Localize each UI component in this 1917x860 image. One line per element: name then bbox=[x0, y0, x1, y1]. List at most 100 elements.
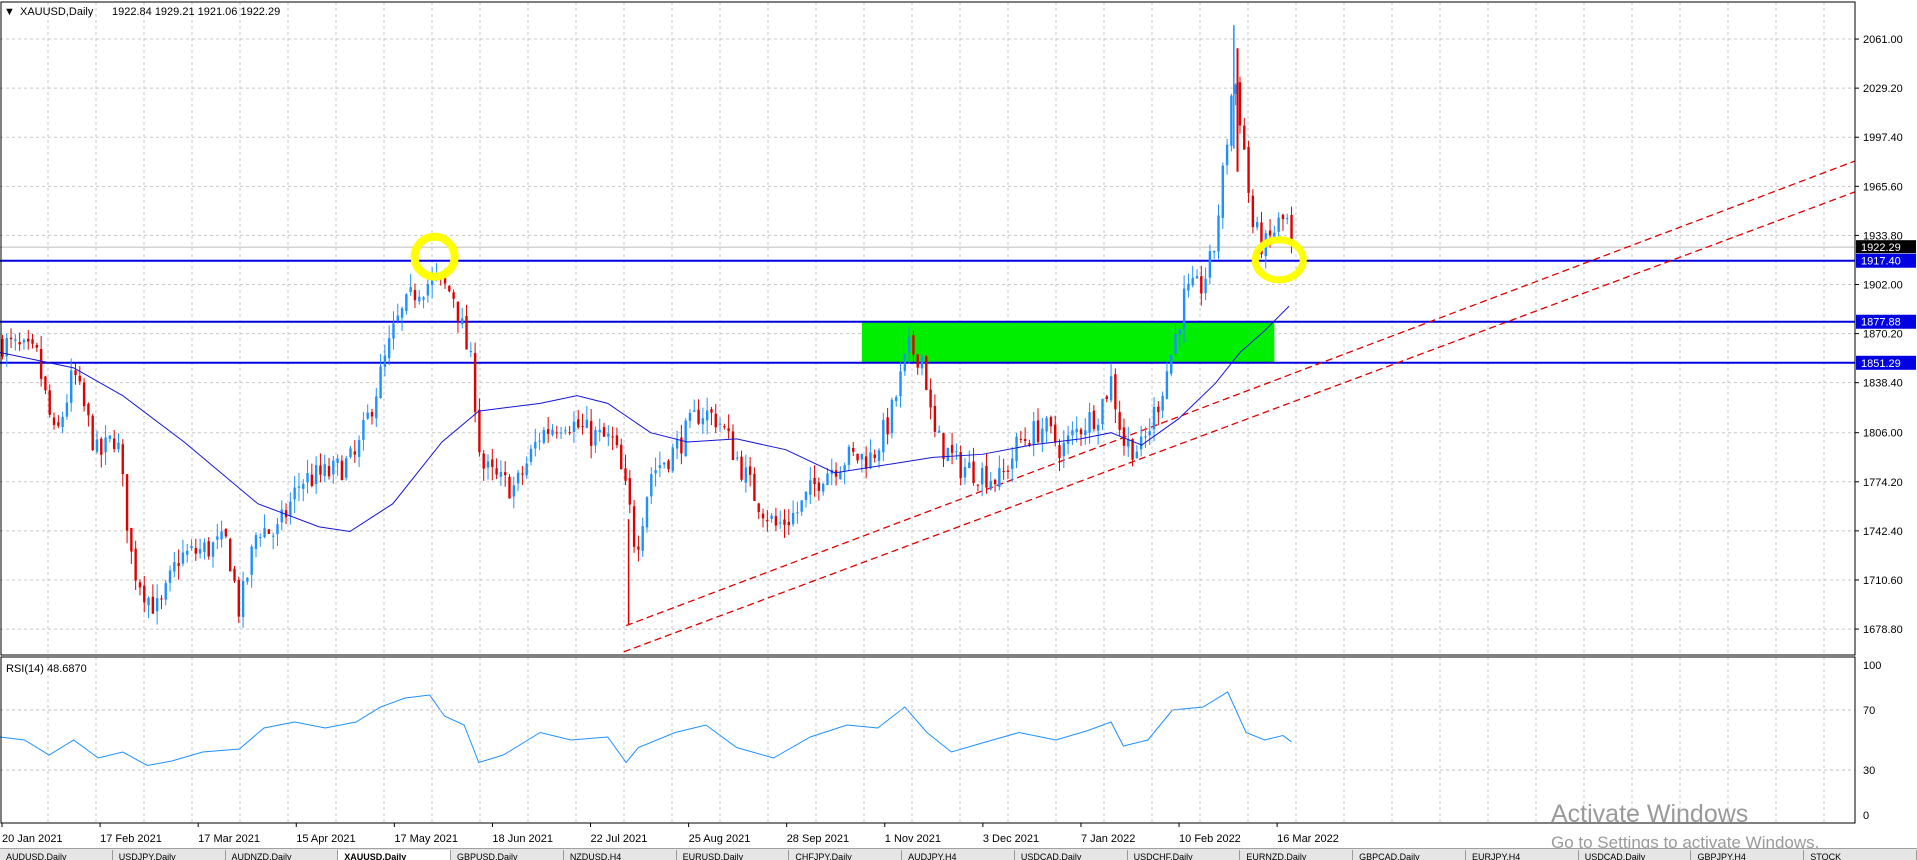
candle-body bbox=[74, 370, 77, 376]
lower-trendline[interactable] bbox=[623, 191, 1856, 653]
candle-body bbox=[620, 444, 623, 470]
candle-body bbox=[1075, 428, 1078, 433]
chart-tab[interactable]: GBPUSD,Daily bbox=[451, 850, 564, 860]
candle-body bbox=[516, 472, 520, 484]
trendlines[interactable] bbox=[623, 160, 1856, 653]
candle-body bbox=[461, 318, 464, 324]
candle-body bbox=[1028, 443, 1031, 447]
chart-tabs-bar: AUDUSD,Daily USDJPY,Daily AUDNZD,Daily XAUU… bbox=[0, 848, 1917, 860]
candle-body bbox=[18, 342, 21, 345]
candle-body bbox=[529, 448, 533, 462]
candle-body bbox=[246, 577, 249, 582]
candle-body bbox=[654, 470, 657, 474]
candle-body bbox=[1225, 144, 1229, 166]
candle-body bbox=[1036, 420, 1040, 442]
candle-body bbox=[486, 461, 490, 468]
chart-tab[interactable]: EURNZD,Daily bbox=[1240, 850, 1354, 860]
candle-body bbox=[912, 335, 915, 355]
candle-body bbox=[465, 315, 468, 350]
candle-body bbox=[1054, 424, 1057, 443]
candle-body bbox=[684, 420, 687, 457]
chart-tab[interactable]: AUDUSD,Daily bbox=[0, 850, 113, 860]
candle-body bbox=[985, 465, 988, 488]
candle-body bbox=[27, 338, 30, 342]
candle-body bbox=[564, 430, 567, 432]
candle-body bbox=[1165, 371, 1169, 399]
candle-body bbox=[250, 546, 253, 575]
chart-tab[interactable]: STOCK bbox=[1804, 850, 1917, 860]
candle-body bbox=[263, 528, 266, 538]
candle-body bbox=[82, 382, 86, 407]
candle-body bbox=[478, 409, 481, 453]
candle-body bbox=[551, 429, 554, 435]
chart-tab[interactable]: USDJPY,Daily bbox=[113, 850, 226, 860]
upper-trendline[interactable] bbox=[625, 160, 1856, 627]
candle-body bbox=[503, 472, 507, 476]
candle-body bbox=[95, 439, 99, 452]
candle-body bbox=[31, 339, 34, 344]
header-dropdown-icon[interactable]: ▼ bbox=[4, 6, 15, 18]
candle-body bbox=[375, 396, 378, 419]
candle-body bbox=[400, 308, 404, 318]
candle-body bbox=[585, 419, 589, 428]
horizontal-levels[interactable]: 1917.40 1877.88 1851.29 1922.29 bbox=[0, 240, 1916, 370]
chart-tab[interactable]: GBPJPY,H4 bbox=[1691, 850, 1805, 860]
candle-body bbox=[1006, 470, 1010, 472]
candle-body bbox=[310, 474, 314, 486]
chart-tab[interactable]: USDCAD,Daily bbox=[1579, 850, 1692, 860]
highlight-circle-top-left bbox=[410, 232, 459, 281]
level-label-box bbox=[1856, 253, 1916, 268]
candle-body bbox=[632, 506, 636, 547]
level-label-box bbox=[1856, 355, 1916, 370]
candle-body bbox=[254, 535, 258, 549]
chart-tab[interactable]: GBPCAD,Daily bbox=[1353, 850, 1466, 860]
candle-body bbox=[942, 433, 945, 459]
candle-body bbox=[937, 430, 941, 433]
candle-body bbox=[1062, 442, 1066, 457]
chart-tab[interactable]: XAUUSD,Daily bbox=[338, 850, 452, 860]
candle-body bbox=[1247, 147, 1250, 193]
candle-body bbox=[899, 371, 902, 397]
support-zone-rect bbox=[861, 321, 1275, 363]
chart-tab[interactable]: EURUSD,Daily bbox=[677, 850, 790, 860]
candle-body bbox=[1268, 230, 1272, 236]
candle-body bbox=[409, 287, 412, 292]
candle-body bbox=[658, 465, 662, 469]
candle-body bbox=[817, 482, 821, 491]
candle-body bbox=[1096, 424, 1100, 431]
time-tick-label: 17 Mar 2021 bbox=[198, 833, 260, 845]
candle-body bbox=[495, 468, 498, 475]
candle-body bbox=[233, 568, 236, 582]
candle-body bbox=[1260, 222, 1263, 255]
candle-body bbox=[14, 339, 17, 341]
chart-tab[interactable]: USDCAD,Daily bbox=[1015, 850, 1128, 860]
candle-body bbox=[933, 405, 937, 432]
rsi-tick-label: 0 bbox=[1863, 810, 1869, 822]
candle-body bbox=[882, 419, 885, 453]
candle-body bbox=[5, 338, 8, 357]
candle-body bbox=[207, 541, 210, 557]
price-tick-label: 1838.40 bbox=[1863, 378, 1903, 390]
chart-tab[interactable]: EURJPY,H4 bbox=[1466, 850, 1579, 860]
chart-tab[interactable]: AUDNZD,Daily bbox=[226, 850, 339, 860]
candle-body bbox=[1234, 84, 1237, 95]
candle-body bbox=[147, 597, 150, 606]
chart-ohlc: 1922.84 1929.21 1921.06 1922.29 bbox=[112, 6, 280, 18]
chart-tab[interactable]: USDCHF,Daily bbox=[1128, 850, 1241, 860]
candle-body bbox=[774, 516, 778, 526]
chart-tab[interactable]: AUDJPY,H4 bbox=[902, 850, 1015, 860]
candle-body bbox=[796, 512, 799, 514]
candle-body bbox=[276, 524, 279, 535]
candle-body bbox=[1187, 283, 1190, 291]
chart-tab[interactable]: NZDUSD,H4 bbox=[564, 850, 677, 860]
candle-body bbox=[1182, 288, 1186, 330]
candle-body bbox=[1, 339, 4, 357]
candle-body bbox=[826, 473, 829, 486]
candle-body bbox=[877, 450, 881, 461]
candle-body bbox=[1200, 276, 1203, 294]
candle-body bbox=[972, 461, 975, 483]
candle-body bbox=[534, 441, 537, 449]
candle-body bbox=[1286, 218, 1289, 220]
chart-tab[interactable]: CHFJPY,Daily bbox=[789, 850, 903, 860]
